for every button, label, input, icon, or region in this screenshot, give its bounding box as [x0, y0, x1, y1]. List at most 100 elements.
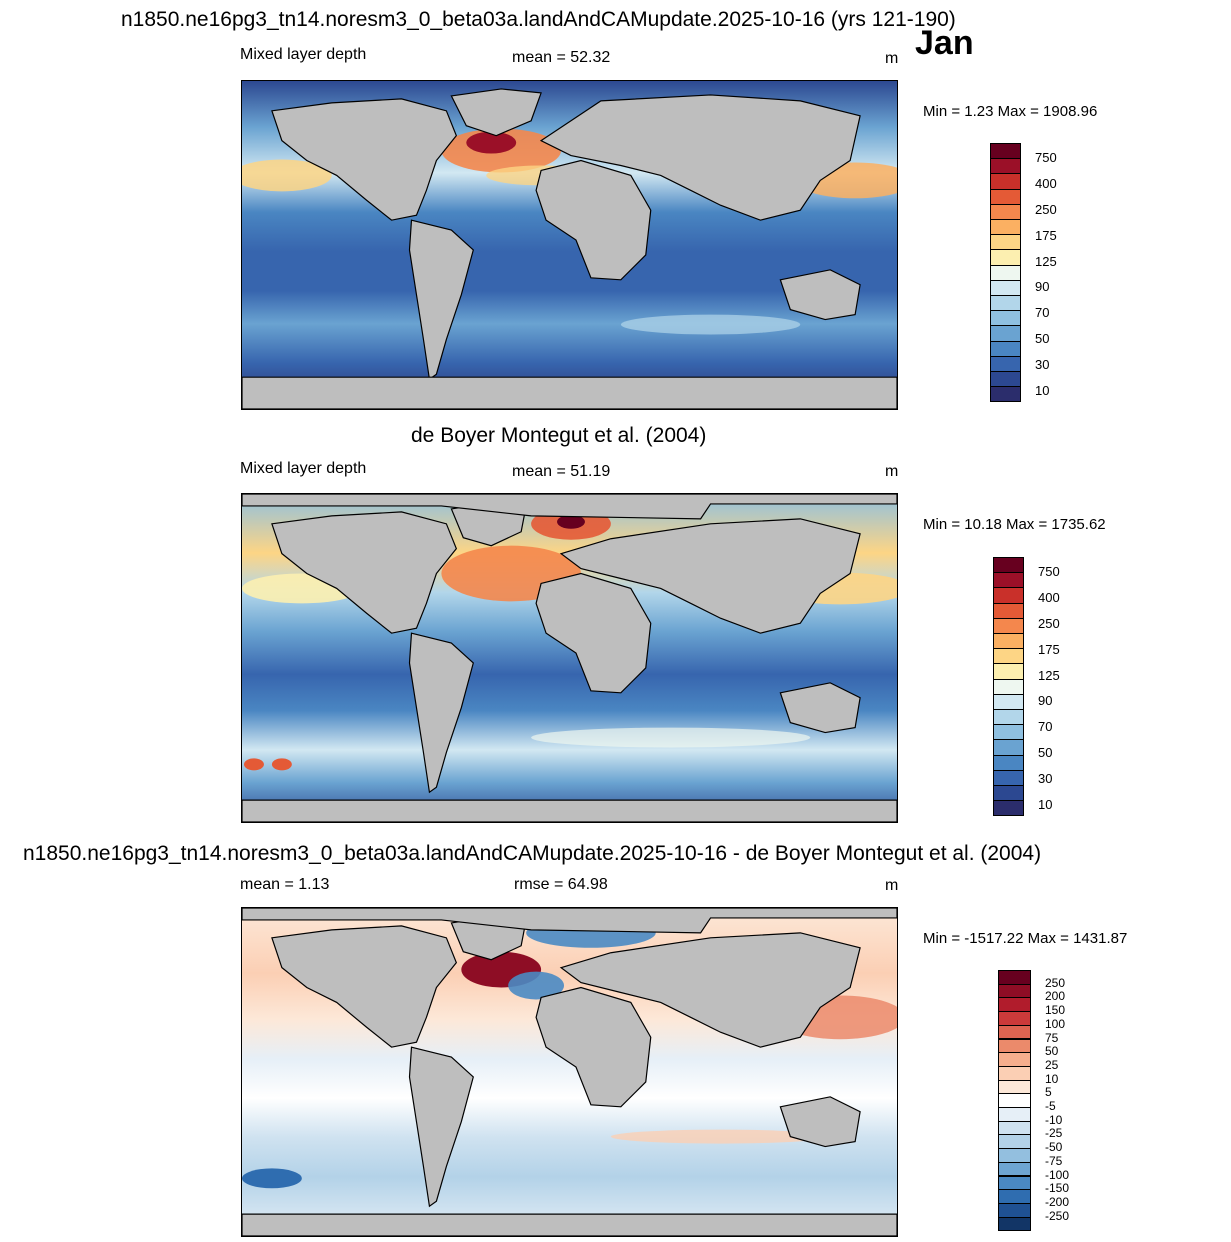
panel2-title: de Boyer Montegut et al. (2004): [411, 424, 707, 447]
colorbar-tick-label: 200: [1045, 989, 1066, 1004]
colorbar-swatch: [993, 663, 1024, 680]
colorbar-swatch: [998, 997, 1031, 1013]
colorbar-tick-label: 750: [1035, 150, 1057, 166]
colorbar-tick-label: -50: [1045, 1140, 1063, 1155]
colorbar-tick-label: 50: [1038, 745, 1053, 761]
colorbar-swatch: [993, 557, 1024, 574]
colorbar-tick-label: 125: [1035, 253, 1057, 269]
colorbar-tick-label: 250: [1045, 975, 1066, 990]
colorbar-swatch: [998, 1093, 1031, 1108]
colorbar-swatch: [993, 739, 1024, 756]
colorbar-swatch: [990, 386, 1021, 403]
colorbar-swatch: [998, 1079, 1031, 1095]
colorbar-tick-label: 30: [1035, 356, 1050, 372]
colorbar-tick-label: -150: [1045, 1181, 1070, 1196]
colorbar-tick-label: 90: [1035, 279, 1050, 295]
colorbar-tick-label: 70: [1038, 719, 1053, 735]
colorbar-swatch: [990, 340, 1021, 357]
colorbar-tick-label: 400: [1035, 176, 1057, 192]
colorbar-tick-label: 250: [1038, 615, 1060, 631]
colorbar-swatch: [993, 648, 1024, 665]
colorbar-tick-label: 750: [1038, 564, 1060, 580]
colorbar-tick-label: 25: [1045, 1057, 1059, 1072]
colorbar-swatch: [998, 1011, 1031, 1026]
colorbar-tick-label: -100: [1045, 1167, 1070, 1182]
panel1-map: [241, 80, 898, 410]
colorbar-swatch: [993, 587, 1024, 604]
colorbar-swatch: [990, 249, 1021, 266]
panel3-mean-label: mean = 1.13: [240, 876, 330, 893]
colorbar-tick-label: 30: [1038, 770, 1053, 786]
colorbar-swatch: [993, 678, 1024, 695]
colorbar-swatch: [993, 754, 1024, 771]
colorbar-swatch: [993, 693, 1024, 710]
colorbar-swatch: [998, 1107, 1031, 1122]
panel3-minmax: Min = -1517.22 Max = 1431.87: [923, 930, 1128, 947]
colorbar-swatch: [990, 371, 1021, 388]
colorbar-tick-label: -25: [1045, 1126, 1063, 1141]
colorbar-swatch: [998, 1148, 1031, 1163]
colorbar-tick-label: -200: [1045, 1194, 1070, 1209]
colorbar-swatch: [993, 572, 1024, 589]
colorbar-swatch: [993, 724, 1024, 741]
colorbar-swatch: [993, 785, 1024, 802]
colorbar-swatch: [998, 1052, 1031, 1067]
colorbar-tick-label: 50: [1035, 331, 1050, 347]
colorbar-tick-label: 90: [1038, 693, 1053, 709]
panel1-left-label: Mixed layer depth: [240, 46, 367, 63]
panel1-minmax: Min = 1.23 Max = 1908.96: [923, 103, 1098, 120]
colorbar-tick-label: -75: [1045, 1153, 1063, 1168]
colorbar-tick-label: 125: [1038, 667, 1060, 683]
colorbar-swatch: [993, 617, 1024, 634]
colorbar-swatch: [998, 1038, 1031, 1054]
colorbar-swatch: [993, 769, 1024, 786]
colorbar-swatch: [990, 279, 1021, 296]
colorbar-tick-label: 175: [1038, 641, 1060, 657]
colorbar-swatch: [990, 143, 1021, 160]
month-label: Jan: [915, 24, 974, 62]
colorbar-swatch: [993, 633, 1024, 650]
panel2-left-label: Mixed layer depth: [240, 460, 367, 477]
colorbar-tick-label: 400: [1038, 590, 1060, 606]
figure-title: n1850.ne16pg3_tn14.noresm3_0_beta03a.lan…: [121, 8, 956, 31]
colorbar-swatch: [990, 203, 1021, 220]
panel3-map: [241, 907, 898, 1237]
colorbar-swatch: [998, 1024, 1031, 1040]
colorbar-swatch: [990, 310, 1021, 327]
colorbar-swatch: [990, 188, 1021, 205]
colorbar-tick-label: 10: [1045, 1071, 1059, 1086]
colorbar-tick-label: 100: [1045, 1016, 1066, 1031]
colorbar-swatch: [998, 1216, 1031, 1232]
panel2-units: m: [885, 463, 899, 480]
colorbar-swatch: [990, 234, 1021, 251]
colorbar-swatch: [998, 1065, 1031, 1081]
colorbar-swatch: [990, 295, 1021, 312]
colorbar-swatch: [993, 602, 1024, 619]
colorbar-tick-label: 10: [1038, 796, 1053, 812]
colorbar-swatch: [998, 1175, 1031, 1191]
colorbar-tick-label: 70: [1035, 305, 1050, 321]
panel2-minmax: Min = 10.18 Max = 1735.62: [923, 516, 1106, 533]
colorbar-tick-label: 50: [1045, 1044, 1059, 1059]
colorbar-swatch: [998, 1189, 1031, 1204]
colorbar-swatch: [998, 970, 1031, 985]
colorbar-tick-label: -10: [1045, 1112, 1063, 1127]
panel2-map: [241, 493, 898, 823]
colorbar-swatch: [998, 983, 1031, 999]
colorbar-swatch: [998, 1134, 1031, 1150]
colorbar-tick-label: 175: [1035, 227, 1057, 243]
colorbar-tick-label: 10: [1035, 382, 1050, 398]
panel3-title: n1850.ne16pg3_tn14.noresm3_0_beta03a.lan…: [23, 842, 1042, 865]
colorbar-swatch: [990, 173, 1021, 190]
colorbar-swatch: [993, 709, 1024, 726]
colorbar-swatch: [990, 264, 1021, 281]
panel3-units: m: [885, 877, 899, 894]
colorbar-swatch: [998, 1120, 1031, 1136]
colorbar-swatch: [990, 158, 1021, 175]
colorbar-tick-label: -5: [1045, 1099, 1056, 1113]
colorbar-tick-label: 5: [1045, 1085, 1052, 1100]
colorbar-tick-label: 150: [1045, 1003, 1066, 1018]
colorbar-tick-label: 250: [1035, 201, 1057, 217]
colorbar-tick-label: 75: [1045, 1030, 1059, 1045]
panel3-rmse-label: rmse = 64.98: [514, 876, 608, 893]
